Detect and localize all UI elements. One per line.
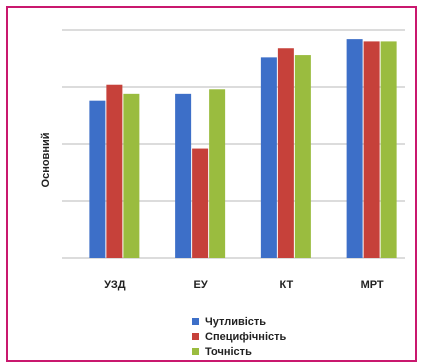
legend-item: Чутливість: [192, 314, 286, 329]
legend-label: Специфічність: [205, 330, 287, 343]
x-tick-label: КТ: [280, 279, 294, 291]
bar-ЕУ-Точність: [209, 89, 226, 258]
legend-swatch: [192, 318, 199, 325]
x-tick-label: УЗД: [104, 279, 126, 291]
bar-УЗД-Точність: [123, 93, 140, 258]
bar-УЗД-Чутливість: [89, 100, 106, 259]
bar-МРТ-Специфічність: [363, 41, 380, 259]
bar-ЕУ-Специфічність: [192, 148, 209, 258]
bar-УЗД-Специфічність: [106, 84, 123, 258]
legend: Чутливість Специфічність Точність: [192, 314, 286, 359]
bar-КТ-Специфічність: [277, 48, 294, 258]
bar-ЕУ-Чутливість: [175, 93, 192, 258]
x-tick-label: ЕУ: [194, 279, 208, 291]
legend-label: Точність: [205, 345, 252, 358]
legend-item: Точність: [192, 344, 286, 359]
x-tick-labels: УЗД ЕУ КТ МРТ: [104, 279, 384, 291]
bar-МРТ-Чутливість: [346, 39, 363, 259]
bar-КТ-Точність: [294, 55, 311, 258]
legend-item: Специфічність: [192, 329, 286, 344]
y-axis-label: Основний: [40, 133, 52, 188]
bars: [89, 39, 397, 259]
bar-КТ-Чутливість: [260, 57, 277, 258]
bar-МРТ-Точність: [380, 41, 397, 259]
legend-swatch: [192, 333, 199, 340]
x-tick-label: МРТ: [361, 279, 384, 291]
legend-swatch: [192, 348, 199, 355]
legend-label: Чутливість: [205, 315, 267, 328]
